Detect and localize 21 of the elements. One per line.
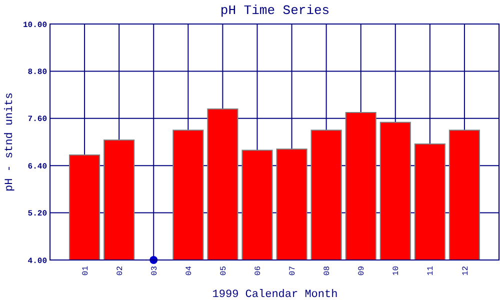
y-tick-label: 10.00: [22, 20, 48, 30]
y-tick-label: 6.40: [28, 162, 48, 172]
x-axis-title: 1999 Calendar Month: [212, 289, 338, 300]
x-tick-label: 01: [81, 266, 90, 276]
y-tick-label: 8.80: [28, 68, 48, 77]
x-tick-label: 07: [288, 266, 298, 276]
y-tick-label: 4.00: [28, 256, 48, 266]
x-tick-label: 06: [254, 266, 264, 276]
x-tick-label: 09: [358, 266, 367, 276]
y-axis-title: pH - stnd units: [4, 92, 16, 192]
chart-title: pH Time Series: [220, 3, 330, 18]
y-tick-label: 7.60: [28, 115, 48, 124]
x-tick-label: 04: [184, 266, 194, 276]
x-tick-label: 10: [392, 266, 402, 276]
x-tick-label: 11: [426, 266, 436, 276]
y-tick-label: 5.20: [28, 210, 48, 219]
x-tick-label: 03: [150, 266, 160, 276]
x-tick-label: 08: [323, 266, 332, 276]
x-tick-label: 12: [461, 266, 470, 276]
x-tick-label: 02: [116, 266, 125, 276]
x-tick-label: 05: [219, 266, 228, 276]
